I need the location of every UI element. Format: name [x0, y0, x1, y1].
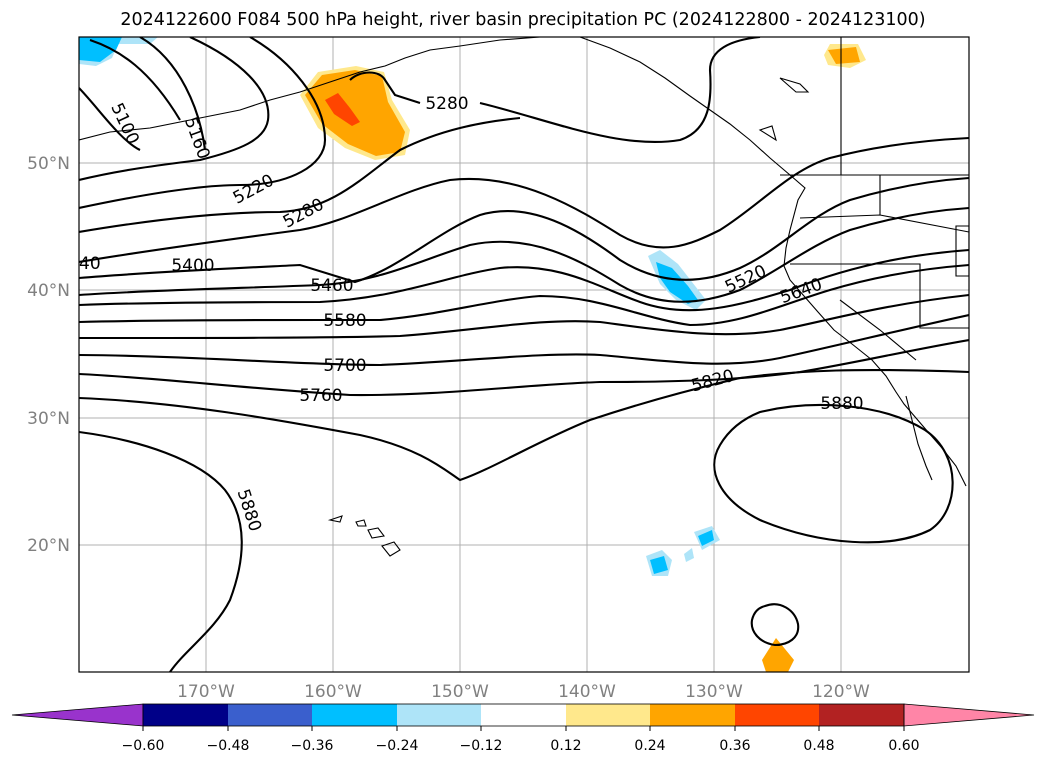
contour-label: 5400: [171, 256, 214, 276]
colorbar-bin: [650, 704, 735, 726]
contour-5820: [79, 368, 969, 482]
contour-5100: [89, 39, 181, 121]
lat-label: 30°N: [27, 409, 70, 429]
lon-label: 130°W: [685, 682, 743, 702]
contour-label-partial: 40: [79, 254, 101, 274]
contour-5280-alaska: [349, 71, 421, 105]
contour-5160: [139, 37, 207, 151]
colorbar-tick-label: 0.48: [803, 738, 834, 754]
colorbar-bin: [566, 704, 650, 726]
precip-anomaly-negative-pacific-core: [656, 262, 698, 304]
colorbar-bin: [397, 704, 481, 726]
contour-5700-upper: [79, 293, 969, 340]
lon-label: 170°W: [177, 682, 235, 702]
colorbar-over-arrow: [903, 703, 1035, 727]
colorbar-bin: [735, 704, 819, 726]
contour-label: 5280: [425, 94, 468, 114]
longitude-labels: 170°W 160°W 150°W 140°W 130°W 120°W: [177, 682, 870, 702]
lat-label: 50°N: [27, 154, 70, 174]
contour-5700: [79, 313, 969, 367]
precip-anomaly-positive-south: [762, 638, 794, 672]
contour-label: 5580: [323, 311, 366, 331]
contour-5100-lower: [79, 87, 141, 151]
colorbar-tick-label: −0.24: [376, 738, 419, 754]
figure-title: 2024122600 F084 500 hPa height, river ba…: [120, 10, 925, 30]
precip-anomaly-negative-hawaii-east-2-core: [698, 530, 714, 546]
colorbar-tick-label: 0.36: [719, 738, 750, 754]
colorbar-tick-label: 0.12: [550, 738, 581, 754]
contour-5340: [79, 116, 521, 234]
contour-label: 5880: [820, 394, 863, 414]
map-panel: 5100 5160 5220 5280 5280 5400 5460 5520 …: [78, 36, 970, 673]
colorbar-ticks: [142, 726, 905, 731]
precip-anomaly-strong-alaska: [325, 93, 360, 126]
lon-label: 150°W: [431, 682, 489, 702]
contour-5220: [79, 37, 270, 182]
colorbar-bin: [312, 704, 397, 726]
contour-5280-west: [79, 37, 327, 210]
contour-label: 5700: [323, 356, 366, 376]
precip-anomaly-positive-canada-core: [828, 47, 860, 64]
map-frame: [78, 36, 970, 673]
colorbar-tick-label: −0.60: [122, 738, 165, 754]
colorbar-tick-label: −0.12: [460, 738, 503, 754]
colorbar-bin: [481, 704, 566, 726]
contour-5460: [79, 176, 969, 284]
contour-5340-east: [479, 37, 761, 144]
precip-anomaly-negative-aleutian-core: [79, 37, 122, 62]
precip-anomaly-negative-hawaii-east-3: [684, 548, 694, 562]
colorbar-bin: [819, 704, 904, 726]
colorbar-tick-label: −0.36: [291, 738, 334, 754]
coastlines: [79, 37, 969, 557]
colorbar-bin: [228, 704, 312, 726]
contour-5520: [79, 206, 969, 303]
contour-5880-east: [713, 403, 954, 544]
contour-5760: [79, 338, 969, 397]
map-gridlines: [79, 37, 969, 672]
contour-5400: [79, 136, 969, 264]
lon-label: 120°W: [812, 682, 870, 702]
contour-5580: [79, 248, 969, 312]
colorbar-tick-label: 0.60: [888, 738, 919, 754]
contour-label: 5760: [299, 386, 342, 406]
contour-5640: [79, 263, 969, 327]
contour-5880-south: [750, 603, 800, 647]
colorbar: −0.60 −0.48 −0.36 −0.24 −0.12 0.12 0.24 …: [11, 703, 1035, 754]
contour-label: 5460: [310, 276, 353, 296]
precip-anomaly-negative-hawaii-east-1-core: [650, 556, 668, 574]
latitude-labels: 50°N 40°N 30°N 20°N: [27, 154, 70, 556]
lon-label: 140°W: [558, 682, 616, 702]
lat-label: 20°N: [27, 536, 70, 556]
height-contours: [79, 37, 969, 672]
colorbar-under-arrow: [11, 703, 144, 727]
colorbar-tick-label: 0.24: [634, 738, 665, 754]
colorbar-tick-label: −0.48: [207, 738, 250, 754]
lat-label: 40°N: [27, 281, 70, 301]
colorbar-bin: [143, 704, 228, 726]
contour-5880-west: [79, 430, 243, 672]
lon-label: 160°W: [304, 682, 362, 702]
precip-anomaly-positive-alaska-core: [305, 70, 405, 156]
